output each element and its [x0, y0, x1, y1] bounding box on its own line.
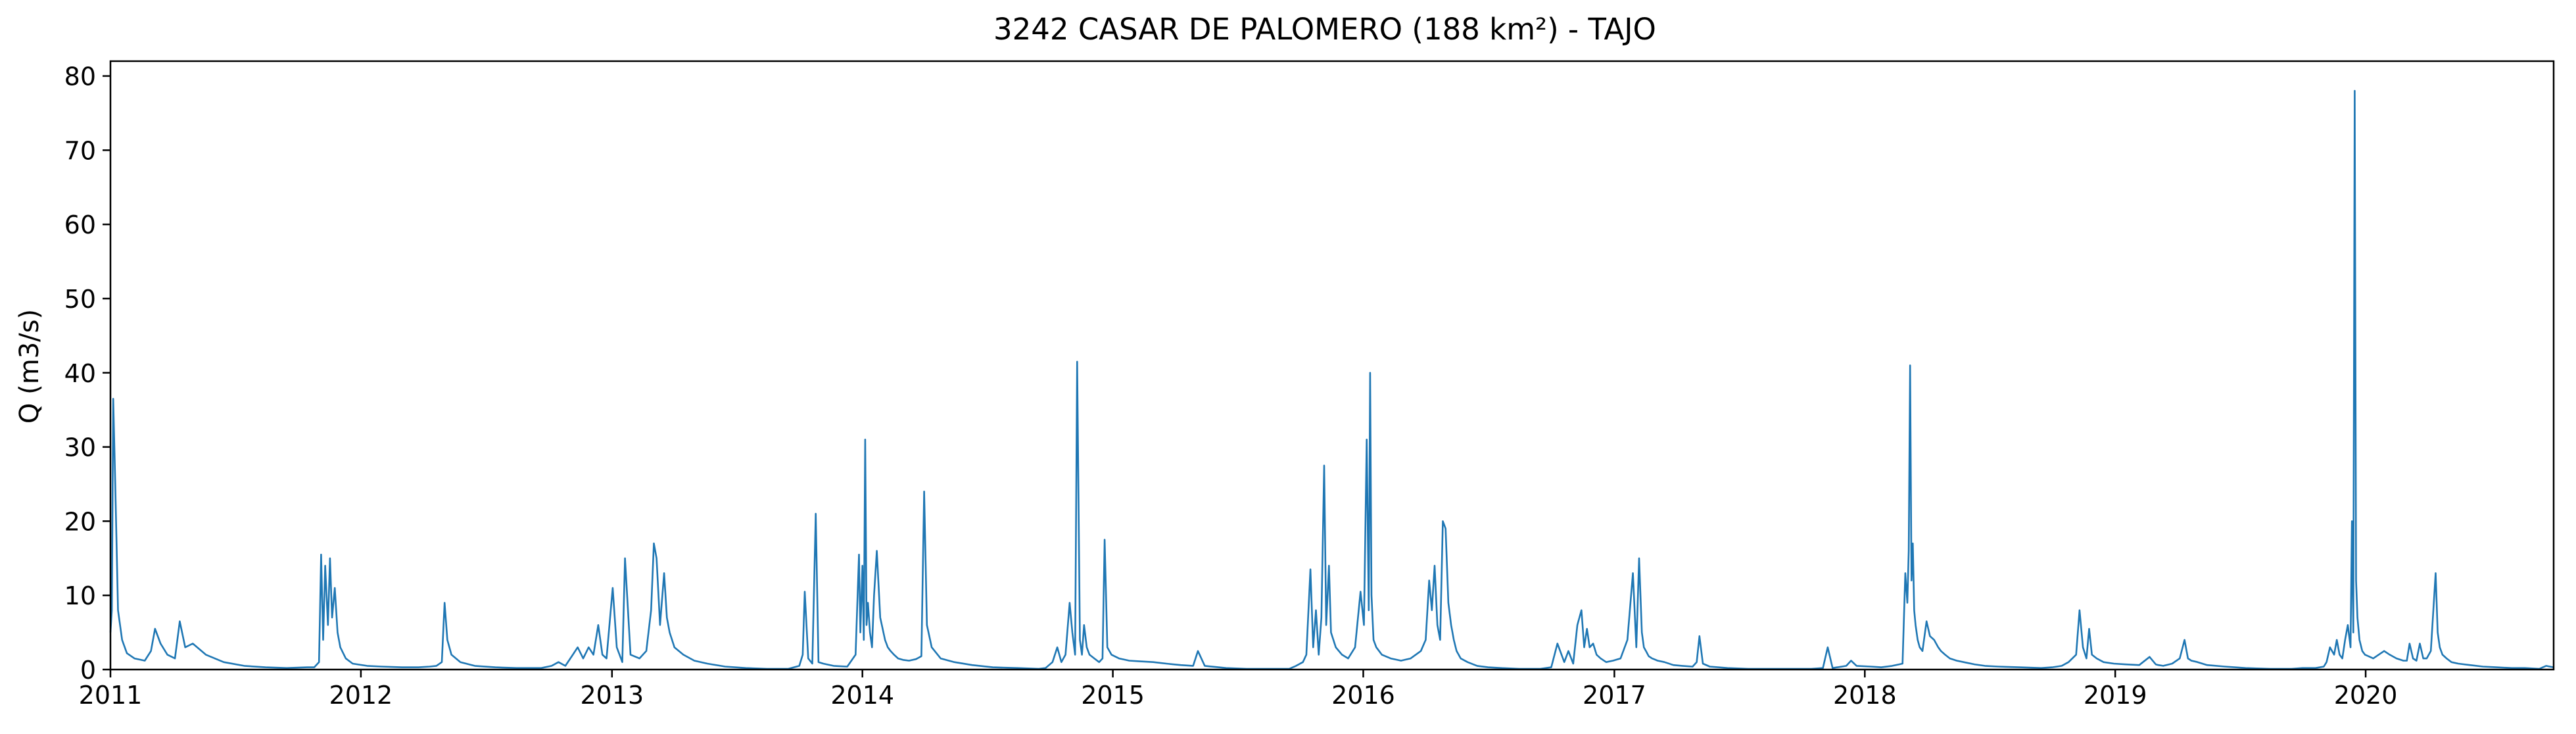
y-tick-label: 50 [64, 285, 96, 314]
plot-frame [109, 60, 2555, 671]
x-tick-label: 2015 [1081, 681, 1145, 710]
y-tick-label: 10 [64, 581, 96, 610]
x-tick-label: 2019 [2084, 681, 2147, 710]
x-tick-label: 2018 [1833, 681, 1897, 710]
plot-area [109, 60, 2555, 671]
x-tick-label: 2016 [1331, 681, 1395, 710]
y-tick-label: 0 [80, 656, 96, 685]
x-tick-label: 2017 [1583, 681, 1646, 710]
x-tick-label: 2012 [329, 681, 393, 710]
chart-title: 3242 CASAR DE PALOMERO (188 km²) - TAJO [993, 12, 1656, 47]
y-axis-label: Q (m3/s) [14, 309, 45, 424]
y-tick-label: 40 [64, 359, 96, 388]
x-tick-label: 2011 [79, 681, 143, 710]
series-line [109, 89, 2554, 670]
x-tick-label: 2014 [830, 681, 894, 710]
y-tick-label: 80 [64, 62, 96, 91]
y-tick-label: 60 [64, 210, 96, 239]
y-tick-label: 30 [64, 433, 96, 462]
x-axis: 2011 2012 2013 2014 2015 2016 2017 2018 2019 2020 [79, 670, 2398, 710]
x-tick-label: 2020 [2334, 681, 2398, 710]
y-tick-label: 70 [64, 136, 96, 165]
y-tick-label: 20 [64, 507, 96, 536]
x-tick-label: 2013 [580, 681, 644, 710]
y-axis: 0 10 20 30 40 50 60 70 80 [64, 62, 110, 685]
